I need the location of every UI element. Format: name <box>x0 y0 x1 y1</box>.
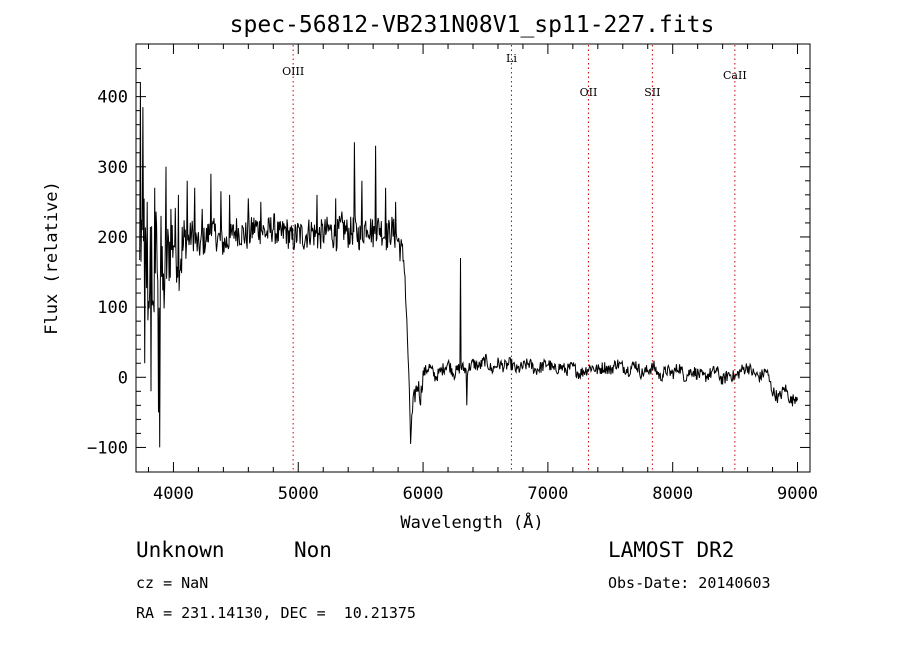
y-tick-label: 0 <box>118 368 128 388</box>
axis-ticks: 4000 5000 6000 7000 8000 9000 −100 0 100 200 300 40… <box>87 44 818 504</box>
y-tick-label: 300 <box>97 158 128 178</box>
marker-label-sii: SII <box>644 86 660 99</box>
marker-label-oiii: OIII <box>282 65 304 78</box>
spectrum-line <box>139 82 798 448</box>
y-tick-label: 100 <box>97 298 128 318</box>
subclass-label: Non <box>294 538 332 562</box>
y-tick-label: −100 <box>87 438 128 458</box>
plot-frame <box>135 43 811 473</box>
marker-label-li: Li <box>506 52 517 65</box>
spectrum-series <box>139 82 798 448</box>
x-tick-label: 6000 <box>403 484 444 504</box>
y-tick-label: 200 <box>97 228 128 248</box>
x-tick-label: 8000 <box>652 484 693 504</box>
x-tick-label: 9000 <box>777 484 818 504</box>
coordinates-label: RA = 231.14130, DEC = 10.21375 <box>136 604 416 622</box>
y-axis-label: Flux (relative) <box>42 181 62 335</box>
x-tick-label: 7000 <box>527 484 568 504</box>
x-axis-label: Wavelength (Å) <box>400 511 543 533</box>
marker-label-oii: OII <box>580 86 598 99</box>
x-tick-label: 4000 <box>153 484 194 504</box>
y-tick-label: 400 <box>97 88 128 108</box>
classification-label: Unknown <box>136 538 225 562</box>
survey-label: LAMOST DR2 <box>608 538 735 562</box>
marker-label-caii: CaII <box>723 69 747 82</box>
redshift-label: cz = NaN <box>136 574 209 592</box>
x-tick-label: 5000 <box>278 484 319 504</box>
chart-title: spec-56812-VB231N08V1_sp11-227.fits <box>230 12 715 38</box>
obs-date-label: Obs-Date: 20140603 <box>608 574 771 592</box>
emission-line-markers: OIII Li OII SII CaII <box>282 45 747 471</box>
